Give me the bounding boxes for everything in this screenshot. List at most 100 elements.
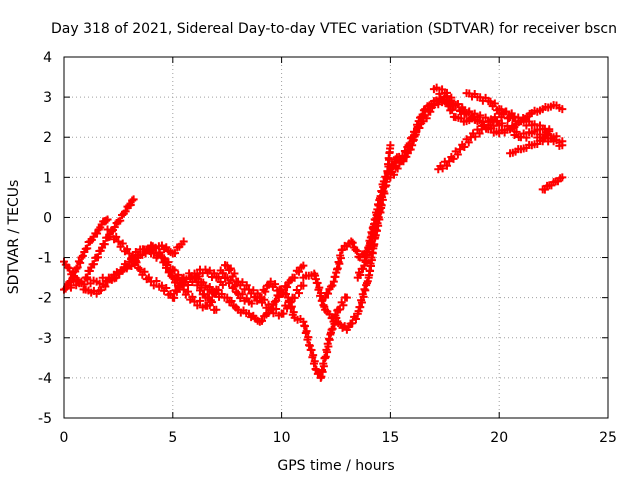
- data-point: [460, 142, 469, 151]
- data-point: [73, 263, 82, 272]
- data-point: [179, 237, 188, 246]
- data-point: [83, 275, 92, 284]
- data-point: [227, 297, 236, 306]
- data-point: [304, 333, 313, 342]
- data-point: [255, 293, 264, 302]
- data-point: [103, 225, 112, 234]
- data-point: [162, 283, 171, 292]
- data-point: [66, 283, 75, 292]
- data-point: [184, 287, 193, 296]
- data-point: [163, 260, 172, 269]
- data-point: [226, 264, 235, 273]
- y-tick-label: 4: [43, 50, 52, 66]
- data-point: [188, 292, 197, 301]
- data-point: [249, 286, 258, 295]
- data-point: [121, 207, 130, 216]
- y-tick-label: 2: [43, 130, 52, 146]
- data-point: [552, 132, 561, 141]
- data-point: [519, 116, 528, 125]
- data-point: [476, 111, 485, 120]
- data-point: [72, 264, 81, 273]
- data-point: [315, 283, 324, 292]
- data-point: [95, 279, 104, 288]
- data-point: [497, 105, 506, 114]
- data-point: [415, 123, 424, 132]
- data-point: [321, 293, 330, 302]
- data-point: [558, 137, 567, 146]
- data-point: [283, 283, 292, 292]
- data-markers: [60, 83, 567, 382]
- data-point: [422, 114, 431, 123]
- data-point: [377, 187, 386, 196]
- series-track-7: [190, 261, 308, 320]
- data-point: [103, 215, 112, 224]
- data-point: [336, 254, 345, 263]
- data-point: [128, 252, 137, 261]
- data-point: [223, 293, 232, 302]
- data-point: [456, 145, 465, 154]
- data-point: [269, 309, 278, 318]
- x-tick-label: 0: [60, 430, 69, 446]
- data-point: [486, 121, 495, 130]
- y-tick-label: -5: [38, 411, 52, 427]
- data-point: [128, 196, 137, 205]
- data-point: [319, 362, 328, 371]
- x-tick-label: 15: [381, 430, 399, 446]
- data-point: [313, 279, 322, 288]
- data-point: [471, 132, 480, 141]
- data-point: [166, 266, 175, 275]
- data-point: [326, 282, 335, 291]
- y-tick-label: 1: [43, 170, 52, 186]
- data-point: [205, 282, 214, 291]
- data-point: [160, 255, 169, 264]
- grid-lines: [64, 57, 608, 418]
- data-point: [307, 345, 316, 354]
- data-point: [94, 253, 102, 262]
- data-point: [558, 105, 567, 114]
- y-tick-label: 0: [43, 210, 52, 226]
- series-track-17: [538, 173, 567, 194]
- series-track-8: [277, 285, 351, 382]
- data-point: [214, 286, 223, 295]
- data-point: [96, 286, 105, 295]
- data-point: [270, 297, 279, 306]
- series-track-6: [147, 241, 308, 312]
- data-point: [426, 107, 435, 116]
- y-tick-label: -2: [38, 291, 52, 307]
- data-point: [72, 281, 81, 290]
- data-point: [218, 280, 227, 289]
- y-tick-label: -3: [38, 331, 52, 347]
- data-point: [353, 247, 362, 256]
- data-point: [179, 285, 188, 294]
- data-point: [309, 351, 318, 360]
- data-point: [321, 352, 330, 361]
- data-point: [210, 289, 219, 298]
- data-point: [335, 305, 344, 314]
- data-point: [299, 261, 308, 270]
- data-point: [310, 357, 319, 366]
- y-tick-label: -1: [38, 251, 52, 267]
- y-axis-label: SDTVAR / TECUs: [6, 180, 22, 295]
- data-point: [348, 319, 357, 328]
- data-point: [295, 267, 304, 276]
- data-point: [151, 243, 160, 252]
- data-point: [136, 265, 145, 274]
- data-point: [110, 223, 119, 232]
- chart-title: Day 318 of 2021, Sidereal Day-to-day VTE…: [51, 21, 617, 37]
- data-point: [493, 116, 502, 125]
- data-point: [196, 296, 204, 305]
- data-point: [210, 269, 219, 278]
- x-tick-label: 25: [599, 430, 617, 446]
- data-point: [177, 280, 186, 289]
- data-point: [390, 170, 399, 179]
- data-point: [438, 164, 447, 173]
- data-point: [193, 301, 202, 310]
- data-point: [116, 216, 125, 225]
- data-point: [287, 302, 296, 311]
- data-point: [324, 342, 333, 351]
- series-track-13: [429, 83, 567, 150]
- data-point: [449, 154, 458, 163]
- data-point: [490, 99, 499, 108]
- data-point: [168, 273, 177, 282]
- data-point: [328, 281, 337, 290]
